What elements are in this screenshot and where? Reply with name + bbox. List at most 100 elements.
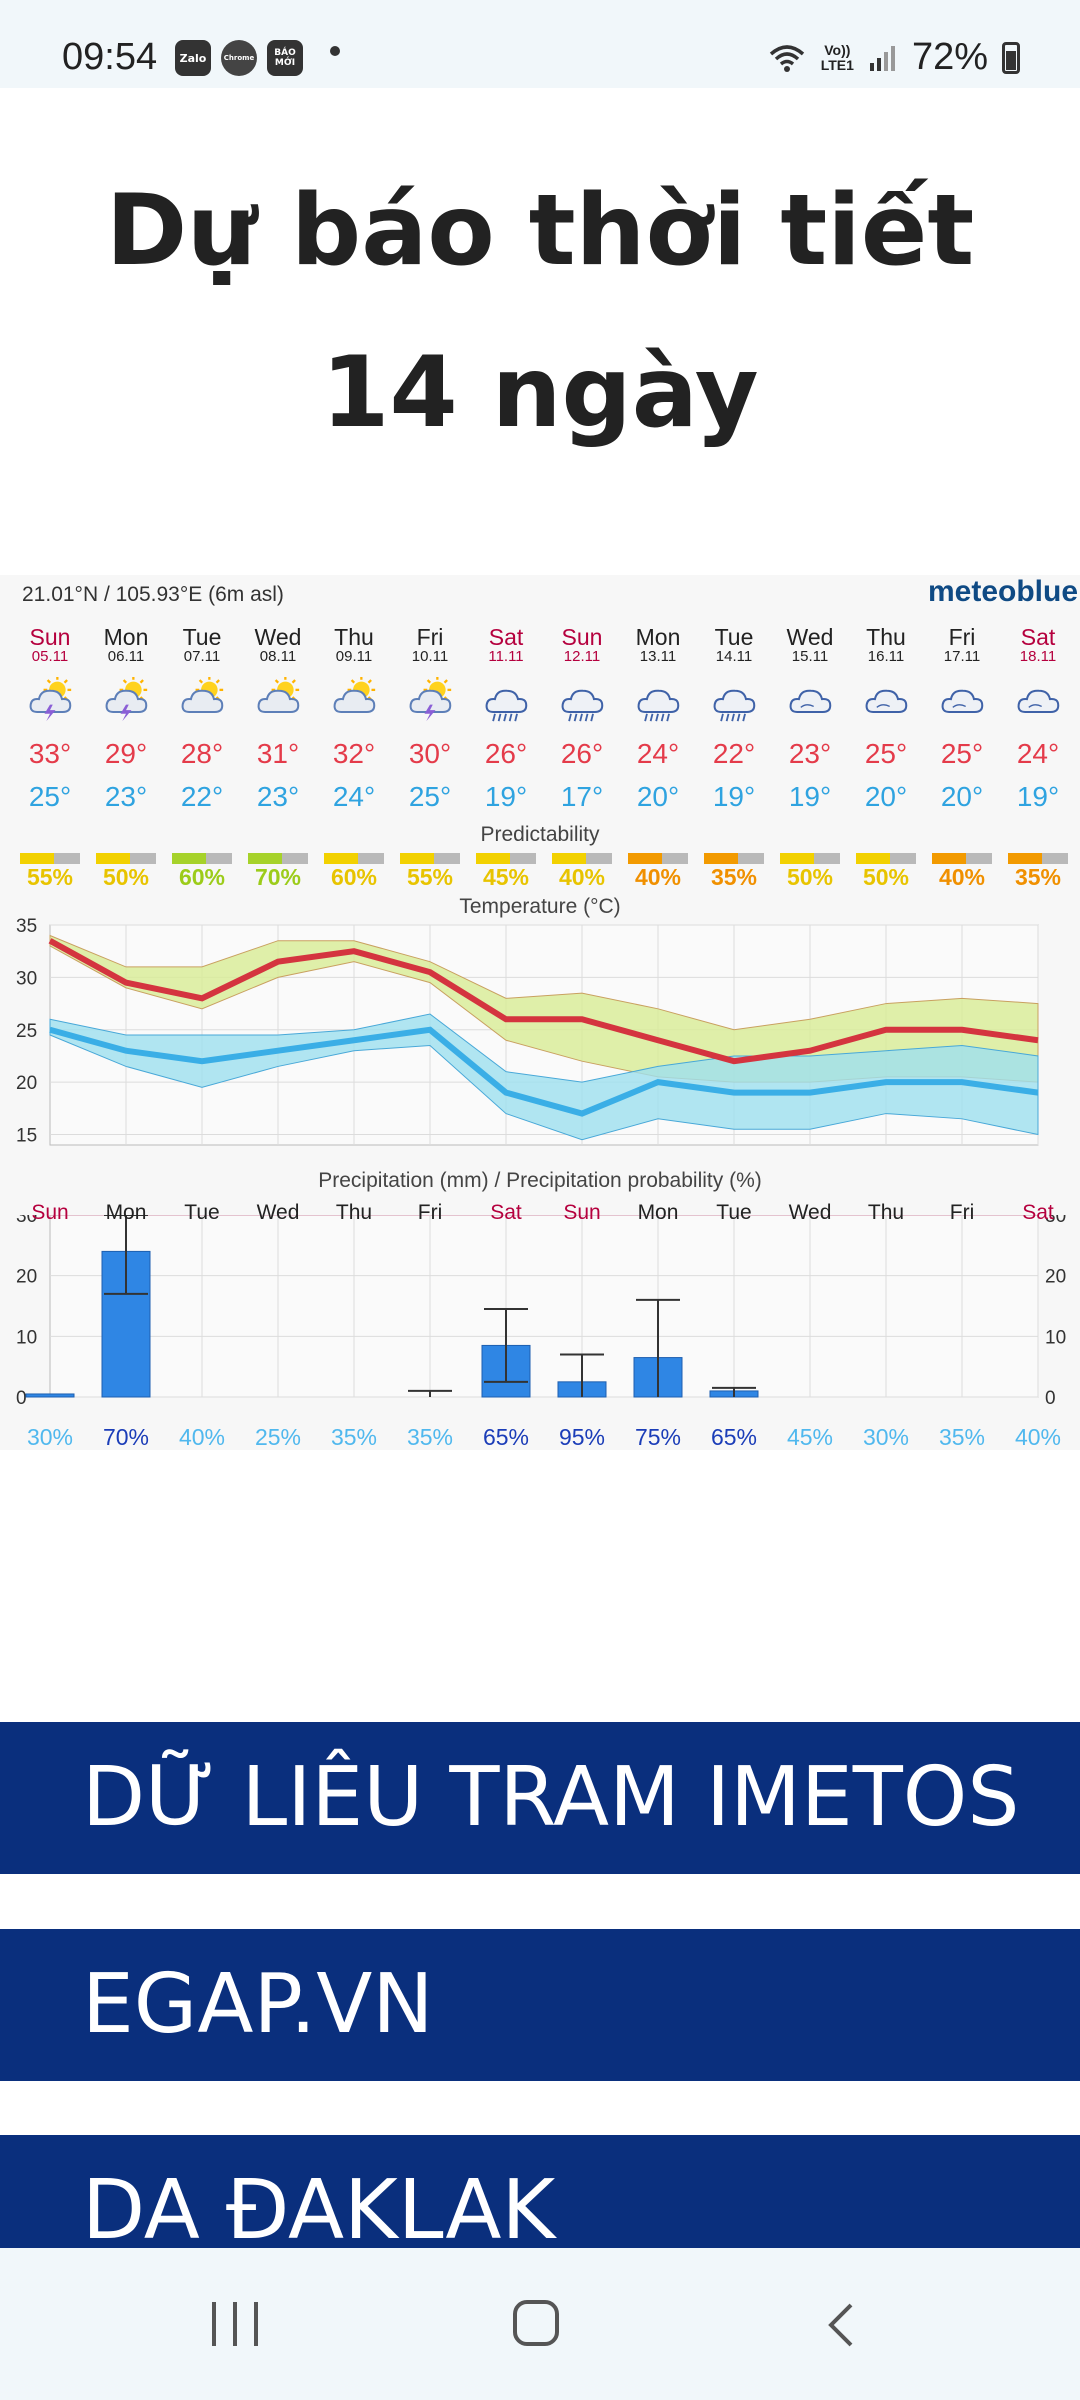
predictability-value: 40% bbox=[938, 864, 986, 890]
link-daklak-label: DA ĐAKLAK bbox=[82, 2163, 556, 2258]
predictability-bar-rest bbox=[510, 853, 536, 864]
day-name: Sun bbox=[29, 624, 71, 650]
day-header: Sat 11.11 bbox=[468, 625, 544, 664]
max-temp: 28° bbox=[180, 738, 224, 769]
min-temp: 25° bbox=[28, 781, 72, 812]
cloud-rain-icon bbox=[561, 689, 604, 722]
max-temp: 26° bbox=[560, 738, 604, 769]
predictability-value: 50% bbox=[786, 864, 834, 890]
battery-icon bbox=[1002, 41, 1020, 74]
day-date: 05.11 bbox=[31, 648, 69, 665]
day-date: 06.11 bbox=[107, 648, 145, 665]
cloud-rain-icon bbox=[713, 689, 756, 722]
min-temp: 19° bbox=[712, 781, 756, 812]
predictability-bar-fill bbox=[400, 853, 434, 864]
predictability-bar-fill bbox=[628, 853, 662, 864]
day-header: Mon 13.11 bbox=[620, 625, 696, 664]
page-title: Dự báo thời tiết 14 ngày bbox=[0, 150, 1080, 474]
meteoblue-logo[interactable]: meteoblue bbox=[927, 575, 1078, 608]
status-time: 09:54 bbox=[62, 36, 158, 78]
day-name: Thu bbox=[866, 624, 906, 650]
precipitation-tick-label-left: 10 bbox=[16, 1327, 37, 1348]
predictability-bar-fill bbox=[248, 853, 282, 864]
max-temp: 25° bbox=[940, 738, 984, 769]
precipitation-bar bbox=[25, 1393, 75, 1398]
status-bar: 09:54 Zalo Chrome BÁO MỚI Vo)) LTE1 72% bbox=[0, 0, 1080, 88]
link-egap[interactable]: EGAP.VN bbox=[0, 1929, 1080, 2081]
max-temp: 24° bbox=[1016, 738, 1060, 769]
min-temp: 20° bbox=[636, 781, 680, 812]
day-header: Sun 05.11 bbox=[12, 625, 88, 664]
predictability-bar-fill bbox=[856, 853, 890, 864]
precip-probability: 30% bbox=[862, 1424, 910, 1450]
precip-probability: 35% bbox=[406, 1424, 454, 1450]
max-temp: 24° bbox=[636, 738, 680, 769]
status-right: Vo)) LTE1 72% bbox=[767, 36, 1020, 79]
min-temp: 20° bbox=[940, 781, 984, 812]
link-imetos-data[interactable]: DỮ LIÊU TRAM IMETOS bbox=[0, 1722, 1080, 1874]
day-header: Thu 09.11 bbox=[316, 625, 392, 664]
predictability-bar-rest bbox=[814, 853, 840, 864]
precip-probability: 75% bbox=[634, 1424, 682, 1450]
precipitation-chart: 0 0 10 10 20 20 30 30 bbox=[16, 1215, 1066, 1409]
day-date: 10.11 bbox=[411, 648, 449, 665]
max-temperature-line bbox=[48, 938, 1039, 1065]
max-temp: 25° bbox=[864, 738, 908, 769]
max-temp: 33° bbox=[28, 738, 72, 769]
lte-label: LTE1 bbox=[820, 56, 854, 73]
day-header: Wed 08.11 bbox=[240, 625, 316, 664]
precip-day-label: Mon bbox=[637, 1201, 679, 1224]
recent-apps-button[interactable] bbox=[212, 2302, 258, 2346]
back-button[interactable] bbox=[825, 2302, 855, 2348]
day-name: Sat bbox=[488, 624, 524, 650]
predictability-bar bbox=[96, 853, 156, 864]
day-name: Wed bbox=[254, 624, 302, 650]
predictability-bar bbox=[628, 853, 688, 864]
day-name: Mon bbox=[635, 624, 681, 650]
predictability-bar bbox=[20, 853, 80, 864]
precip-day-label: Thu bbox=[335, 1201, 373, 1224]
sun-cloud-thunder-icon bbox=[29, 677, 72, 722]
page-title-line1: Dự báo thời tiết bbox=[105, 174, 975, 288]
home-button[interactable] bbox=[513, 2300, 559, 2346]
predictability-bar bbox=[1008, 853, 1068, 864]
day-name: Sat bbox=[1020, 624, 1056, 650]
forecast-widget[interactable]: 21.01°N / 105.93°E (6m asl) meteoblue Pr… bbox=[0, 575, 1080, 1450]
temperature-chart: 15 20 25 30 35 bbox=[16, 916, 1039, 1147]
predictability-bar-rest bbox=[130, 853, 156, 864]
page-title-line2: 14 ngày bbox=[321, 336, 759, 450]
baomoi-icon: BÁO MỚI bbox=[267, 40, 303, 76]
predictability-bar bbox=[172, 853, 232, 864]
predictability-bar-fill bbox=[324, 853, 358, 864]
predictability-value: 60% bbox=[178, 864, 226, 890]
precip-probability: 45% bbox=[786, 1424, 834, 1450]
precipitation-tick-label-right: 30 bbox=[1045, 1215, 1066, 1227]
day-header: Fri 17.11 bbox=[924, 625, 1000, 664]
sun-cloud-thunder-icon bbox=[105, 677, 148, 722]
predictability-bar bbox=[248, 853, 308, 864]
precipitation-tick-label-left: 0 bbox=[16, 1388, 27, 1409]
day-header: Wed 15.11 bbox=[772, 625, 848, 664]
precip-probability: 35% bbox=[938, 1424, 986, 1450]
precipitation-tick-label-right: 10 bbox=[1045, 1327, 1066, 1348]
wifi-icon bbox=[769, 44, 804, 72]
min-temp: 25° bbox=[408, 781, 452, 812]
predictability-bar bbox=[476, 853, 536, 864]
sun-cloud-icon bbox=[257, 677, 300, 713]
predictability-bar-fill bbox=[704, 853, 738, 864]
predictability-value: 60% bbox=[330, 864, 378, 890]
predictability-label: Predictability bbox=[480, 823, 600, 846]
precip-day-label: Fri bbox=[417, 1201, 443, 1224]
precipitation-plot-area bbox=[49, 1215, 1039, 1398]
precip-day-label: Wed bbox=[256, 1201, 300, 1224]
precip-probability: 70% bbox=[102, 1424, 150, 1450]
precip-day-label: Tue bbox=[184, 1201, 220, 1224]
day-name: Fri bbox=[416, 624, 444, 650]
precip-probability: 25% bbox=[254, 1424, 302, 1450]
day-date: 17.11 bbox=[943, 648, 981, 665]
precipitation-label: Precipitation (mm) / Precipitation proba… bbox=[318, 1169, 762, 1192]
day-date: 13.11 bbox=[639, 648, 677, 665]
precip-probability: 65% bbox=[710, 1424, 758, 1450]
day-header: Thu 16.11 bbox=[848, 625, 924, 664]
cloud-icon bbox=[1017, 689, 1060, 713]
